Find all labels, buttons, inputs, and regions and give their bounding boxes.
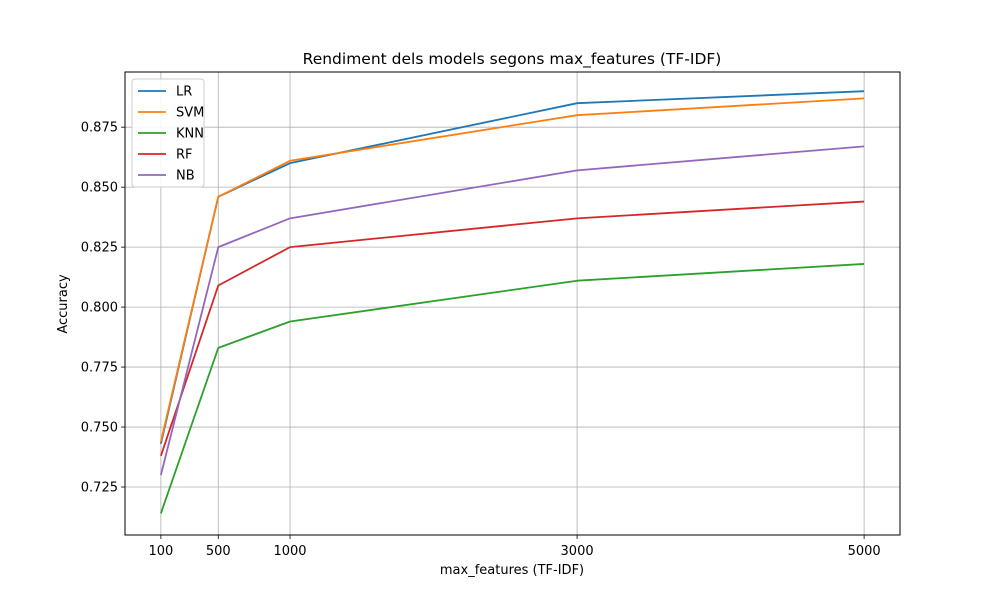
x-tick-label: 5000 [848, 544, 881, 559]
plot-frame [124, 71, 901, 536]
series-line-knn [160, 263, 865, 514]
series-line-nb [160, 145, 865, 476]
y-tick-label: 0.725 [81, 481, 118, 496]
series-line-lr [160, 90, 865, 445]
x-tick-label: 500 [206, 544, 231, 559]
x-axis-ticks: 100 500 1000 3000 5000 [148, 535, 881, 559]
legend-label-knn: KNN [176, 127, 204, 142]
x-axis-label: max_features (TF-IDF) [440, 563, 584, 578]
x-tick-label: 100 [148, 544, 173, 559]
y-axis-ticks: 0.725 0.750 0.775 0.800 0.825 0.850 0.875 [81, 121, 125, 496]
legend: LR SVM KNN RF NB [131, 78, 205, 188]
legend-label-lr: LR [176, 85, 192, 100]
legend-label-nb: NB [176, 169, 195, 184]
series-line-rf [160, 200, 865, 457]
chart-title: Rendiment dels models segons max_feature… [303, 50, 722, 69]
y-tick-label: 0.750 [81, 421, 118, 436]
grid [125, 72, 900, 535]
y-tick-label: 0.800 [81, 301, 118, 316]
legend-label-svm: SVM [176, 106, 204, 121]
series-line-svm [160, 97, 865, 442]
y-axis-label: Accuracy [56, 274, 71, 334]
x-tick-label: 3000 [561, 544, 594, 559]
y-tick-label: 0.775 [81, 361, 118, 376]
y-tick-label: 0.825 [81, 241, 118, 256]
x-tick-label: 1000 [273, 544, 306, 559]
y-tick-label: 0.850 [81, 181, 118, 196]
series-lines [160, 90, 865, 514]
legend-label-rf: RF [176, 148, 193, 163]
legend-box [131, 78, 205, 188]
y-tick-label: 0.875 [81, 121, 118, 136]
